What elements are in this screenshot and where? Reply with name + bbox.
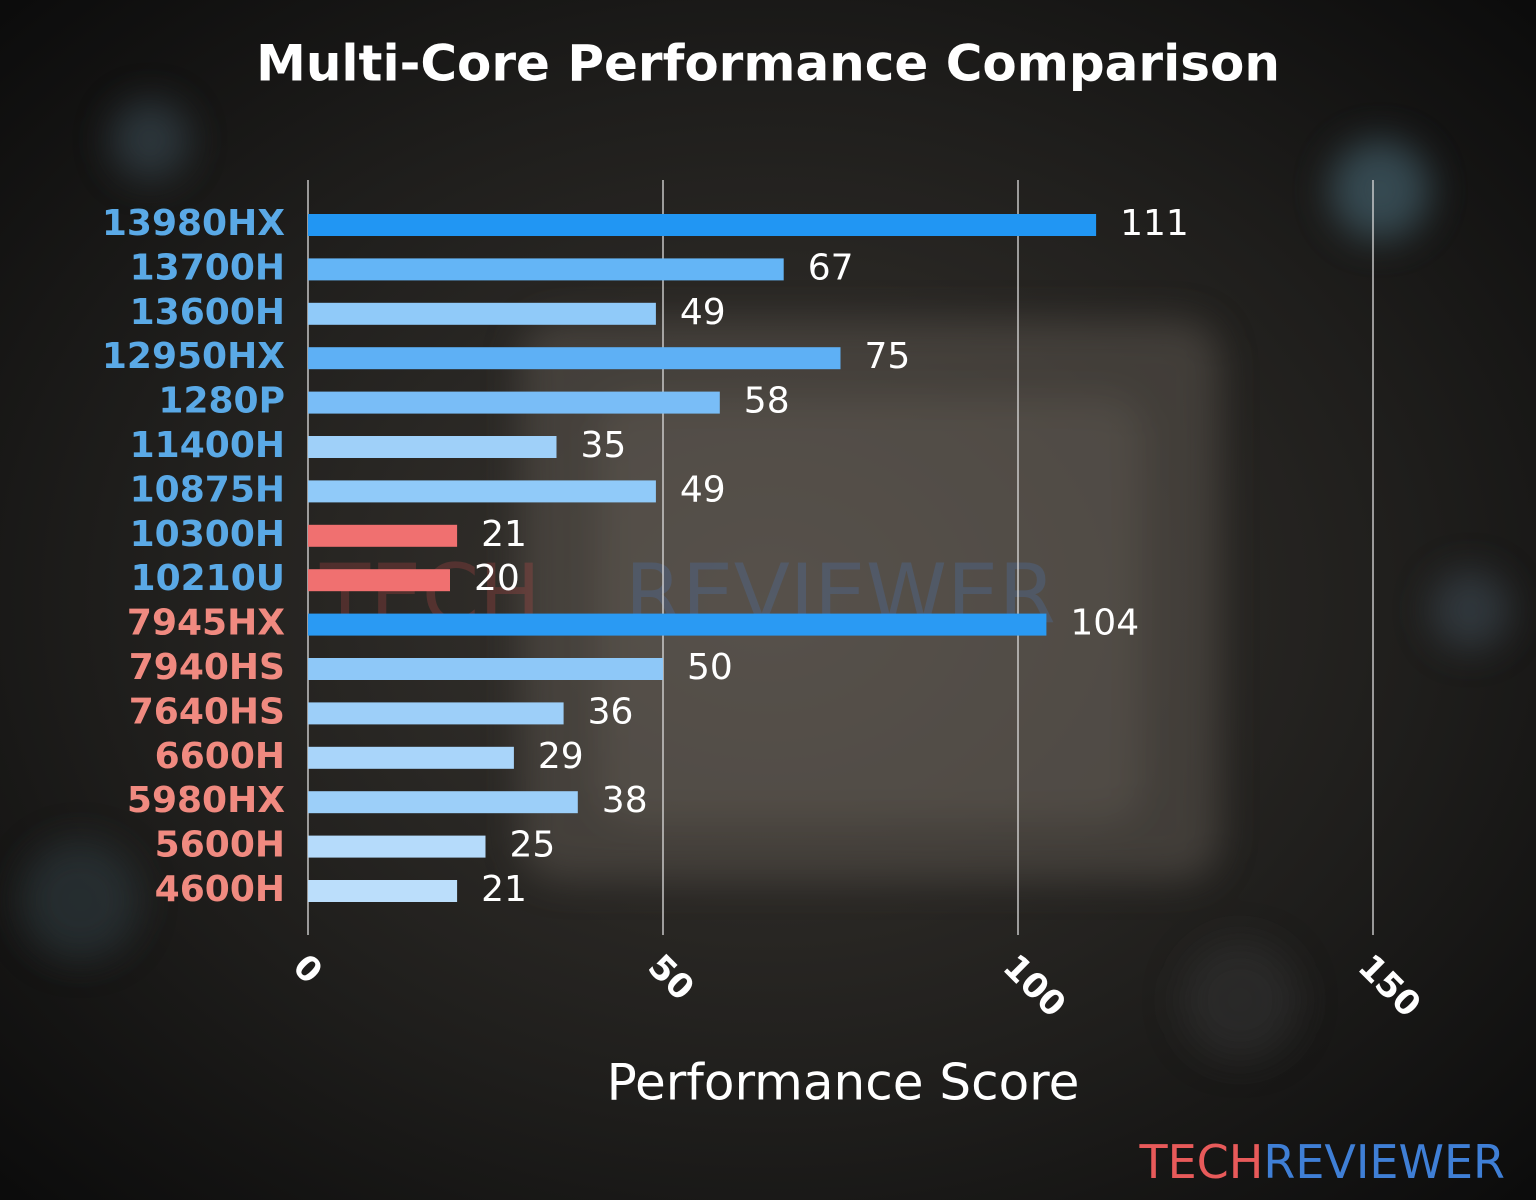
bar bbox=[308, 347, 841, 370]
background-decoration bbox=[20, 100, 1510, 1060]
value-label: 111 bbox=[1120, 203, 1189, 244]
bar bbox=[308, 391, 720, 414]
value-label: 35 bbox=[581, 425, 627, 466]
y-tick-label: 13700H bbox=[130, 247, 285, 288]
bar bbox=[308, 302, 656, 325]
y-tick-label: 13980HX bbox=[102, 203, 285, 244]
y-tick-label: 12950HX bbox=[102, 336, 285, 377]
value-label: 21 bbox=[481, 514, 527, 555]
value-label: 36 bbox=[588, 691, 634, 732]
bar bbox=[308, 480, 656, 503]
y-tick-label: 4600H bbox=[155, 869, 285, 910]
bar bbox=[308, 791, 578, 814]
y-tick-label: 10875H bbox=[130, 469, 285, 510]
value-label: 104 bbox=[1070, 603, 1139, 644]
bar bbox=[308, 436, 557, 458]
bar bbox=[308, 658, 663, 680]
bar bbox=[308, 524, 458, 547]
brand-part1: TECH bbox=[1138, 1135, 1263, 1189]
value-label: 58 bbox=[744, 381, 790, 422]
y-tick-label: 1280P bbox=[158, 381, 285, 422]
y-tick-label: 10300H bbox=[130, 514, 285, 555]
y-tick-label: 7940HS bbox=[129, 647, 285, 688]
y-tick-label: 6600H bbox=[155, 736, 285, 777]
x-axis-label: Performance Score bbox=[607, 1054, 1080, 1112]
y-tick-label: 5600H bbox=[155, 825, 285, 866]
value-label: 67 bbox=[808, 247, 854, 288]
bar bbox=[308, 880, 458, 902]
brand-part2: REVIEWER bbox=[1263, 1135, 1505, 1189]
y-tick-label: 13600H bbox=[130, 292, 285, 333]
value-label: 38 bbox=[602, 780, 648, 821]
value-label: 20 bbox=[474, 558, 520, 599]
chart-title: Multi-Core Performance Comparison bbox=[256, 35, 1280, 93]
brand-logo: TECHREVIEWER bbox=[1138, 1135, 1505, 1189]
bar bbox=[308, 702, 564, 725]
value-label: 49 bbox=[680, 292, 726, 333]
bar bbox=[308, 613, 1047, 636]
plot: 0 50 100 15011113980HX6713700H4913600H75129… bbox=[102, 180, 1428, 1025]
bar bbox=[308, 835, 486, 858]
value-label: 50 bbox=[687, 647, 733, 688]
value-label: 25 bbox=[510, 825, 556, 866]
y-tick-label: 11400H bbox=[130, 425, 285, 466]
y-tick-label: 7945HX bbox=[127, 603, 285, 644]
value-label: 75 bbox=[865, 336, 911, 377]
value-label: 21 bbox=[481, 869, 527, 910]
value-label: 49 bbox=[680, 469, 726, 510]
y-tick-label: 5980HX bbox=[127, 780, 285, 821]
bar bbox=[308, 258, 784, 281]
bar bbox=[308, 214, 1097, 236]
value-label: 29 bbox=[538, 736, 584, 777]
bar bbox=[308, 569, 450, 592]
bar bbox=[308, 746, 514, 769]
y-tick-label: 7640HS bbox=[129, 691, 285, 732]
y-tick-label: 10210U bbox=[131, 558, 285, 599]
